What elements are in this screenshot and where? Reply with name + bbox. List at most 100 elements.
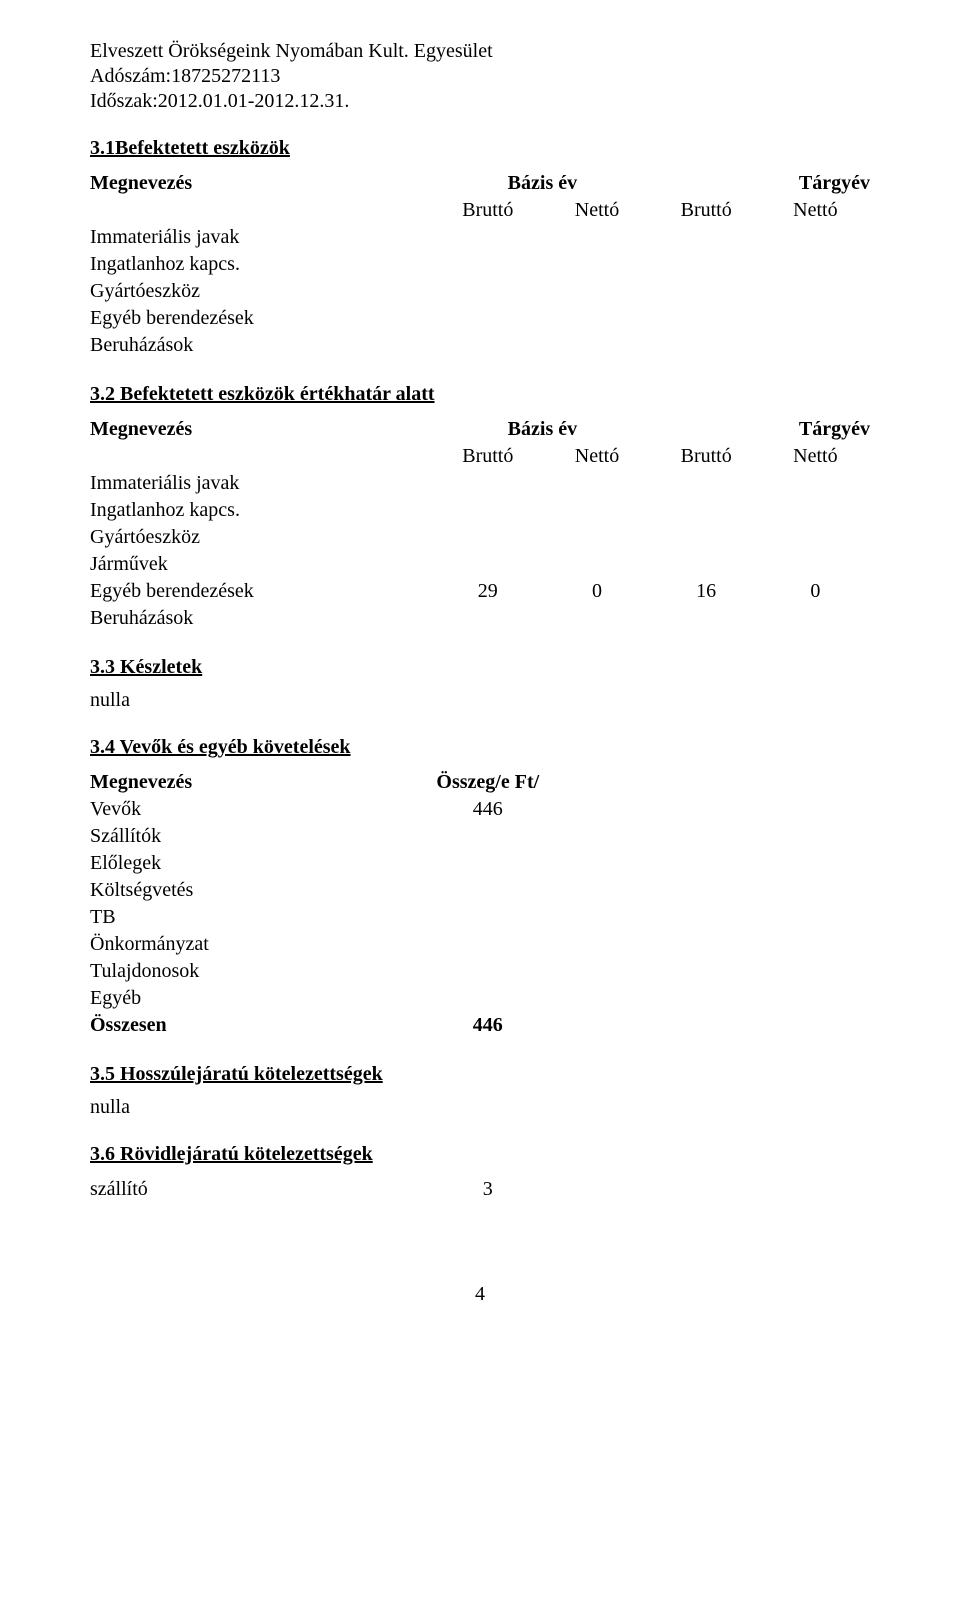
row-label: Szállítók [90, 823, 418, 850]
row-label: Önkormányzat [90, 931, 418, 958]
section-34-title: 3.4 Vevők és egyéb követelések [90, 736, 870, 759]
table-row: Előlegek [90, 850, 558, 877]
row-value [418, 931, 558, 958]
cell [433, 605, 542, 632]
sub-brutto-2: Bruttó [652, 443, 761, 470]
table-row: Gyártóeszköz [90, 278, 870, 305]
table-row: TB [90, 904, 558, 931]
table-row: Költségvetés [90, 877, 558, 904]
table-31-header: Megnevezés Bázis év Tárgyév [90, 170, 870, 197]
row-label: Egyéb berendezések [90, 578, 433, 605]
row-label: Immateriális javak [90, 470, 433, 497]
col-targy: Tárgyév [652, 170, 870, 197]
cell: 0 [761, 578, 870, 605]
col-amount: Összeg/e Ft/ [418, 769, 558, 796]
cell [542, 497, 651, 524]
table-32-header: Megnevezés Bázis év Tárgyév [90, 416, 870, 443]
cell [652, 524, 761, 551]
section-33-title: 3.3 Készletek [90, 656, 870, 679]
table-36: szállító 3 [90, 1176, 558, 1203]
col-name: Megnevezés [90, 416, 433, 443]
row-label: Gyártóeszköz [90, 278, 433, 305]
cell [433, 551, 542, 578]
col-name: Megnevezés [90, 769, 418, 796]
table-34-total: Összesen 446 [90, 1012, 558, 1039]
table-34-header: Megnevezés Összeg/e Ft/ [90, 769, 558, 796]
section-32-title: 3.2 Befektetett eszközök értékhatár alat… [90, 383, 870, 406]
sub-brutto-2: Bruttó [652, 197, 761, 224]
row-label: Immateriális javak [90, 224, 433, 251]
section-35-null: nulla [90, 1096, 870, 1119]
tax-number: Adószám:18725272113 [90, 65, 870, 88]
row-label: Tulajdonosok [90, 958, 418, 985]
cell [542, 605, 651, 632]
row-label: Egyéb berendezések [90, 305, 433, 332]
table-row: Önkormányzat [90, 931, 558, 958]
sub-brutto-1: Bruttó [433, 197, 542, 224]
sub-netto-2: Nettó [761, 197, 870, 224]
row-label: Gyártóeszköz [90, 524, 433, 551]
cell [542, 551, 651, 578]
section-36-title: 3.6 Rövidlejáratú kötelezettségek [90, 1143, 870, 1166]
row-label: Vevők [90, 796, 418, 823]
org-name: Elveszett Örökségeink Nyomában Kult. Egy… [90, 40, 870, 63]
cell [433, 470, 542, 497]
row-value: 3 [418, 1176, 558, 1203]
cell [652, 497, 761, 524]
cell [761, 605, 870, 632]
table-row: Egyéb [90, 985, 558, 1012]
table-row: Tulajdonosok [90, 958, 558, 985]
sub-netto-1: Nettó [542, 197, 651, 224]
row-value [418, 958, 558, 985]
cell [761, 551, 870, 578]
table-row: Immateriális javak [90, 224, 870, 251]
cell [433, 524, 542, 551]
row-label: Beruházások [90, 332, 433, 359]
col-targy: Tárgyév [652, 416, 870, 443]
page-number: 4 [90, 1283, 870, 1306]
row-value [418, 850, 558, 877]
total-value: 446 [418, 1012, 558, 1039]
cell [652, 605, 761, 632]
cell [761, 497, 870, 524]
row-label: Egyéb [90, 985, 418, 1012]
row-value [418, 904, 558, 931]
total-label: Összesen [90, 1012, 418, 1039]
row-label: Beruházások [90, 605, 433, 632]
row-value [418, 985, 558, 1012]
sub-netto-2: Nettó [761, 443, 870, 470]
row-value [418, 877, 558, 904]
cell: 16 [652, 578, 761, 605]
row-value [418, 823, 558, 850]
cell [652, 551, 761, 578]
table-31-subheader: Bruttó Nettó Bruttó Nettó [90, 197, 870, 224]
row-value: 446 [418, 796, 558, 823]
table-row: Immateriális javak [90, 470, 870, 497]
cell [433, 497, 542, 524]
cell [542, 524, 651, 551]
row-label: TB [90, 904, 418, 931]
row-label: szállító [90, 1176, 418, 1203]
table-row: Egyéb berendezések [90, 305, 870, 332]
row-label: Ingatlanhoz kapcs. [90, 251, 433, 278]
cell: 29 [433, 578, 542, 605]
row-label: Járművek [90, 551, 433, 578]
row-label: Költségvetés [90, 877, 418, 904]
row-label: Előlegek [90, 850, 418, 877]
table-row: Szállítók [90, 823, 558, 850]
cell [761, 470, 870, 497]
table-row: Beruházások [90, 332, 870, 359]
table-row: Ingatlanhoz kapcs. [90, 251, 870, 278]
col-name: Megnevezés [90, 170, 433, 197]
table-row: Járművek [90, 551, 870, 578]
sub-brutto-1: Bruttó [433, 443, 542, 470]
cell [652, 470, 761, 497]
col-bazis: Bázis év [433, 170, 651, 197]
table-row: Beruházások [90, 605, 870, 632]
section-31-title: 3.1Befektetett eszközök [90, 137, 870, 160]
section-33-null: nulla [90, 689, 870, 712]
table-row: Egyéb berendezések290160 [90, 578, 870, 605]
period: Időszak:2012.01.01-2012.12.31. [90, 90, 870, 113]
table-31: Megnevezés Bázis év Tárgyév Bruttó Nettó… [90, 170, 870, 359]
table-32: Megnevezés Bázis év Tárgyév Bruttó Nettó… [90, 416, 870, 632]
